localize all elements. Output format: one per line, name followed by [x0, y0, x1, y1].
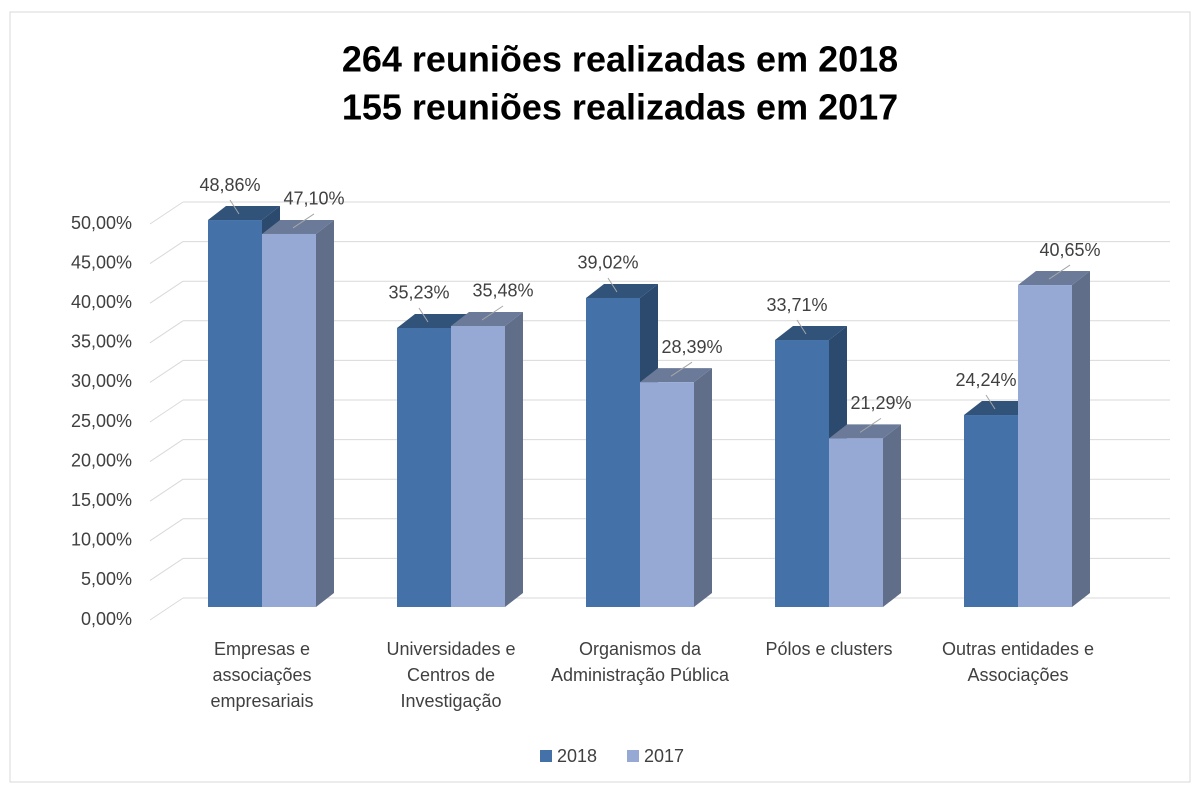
- grid-line: [149, 478, 184, 502]
- data-label: 35,23%: [388, 283, 449, 303]
- legend-swatch: [540, 750, 552, 762]
- grid-line: [149, 320, 184, 344]
- x-tick-label: Organismos da Administração Pública: [550, 639, 730, 685]
- bar-top: [397, 313, 469, 328]
- x-tick-label: Outras entidades e Associações: [941, 639, 1095, 685]
- y-tick-label: 50,00%: [71, 213, 132, 233]
- bar: [397, 327, 451, 607]
- x-tick-label: Pólos e clusters: [765, 639, 893, 659]
- grid-line: [149, 557, 184, 581]
- data-label: 48,86%: [199, 175, 260, 195]
- legend-swatch: [627, 750, 639, 762]
- y-tick-label: 15,00%: [71, 490, 132, 510]
- data-label: 39,02%: [577, 253, 638, 273]
- leader-line: [796, 319, 807, 335]
- leader-line: [985, 394, 996, 410]
- chart-title: 264 reuniões realizadas em 2018: [342, 39, 898, 80]
- x-tick-label: Universidades e Centros de Investigação: [386, 639, 516, 711]
- bar: [262, 233, 316, 607]
- bar: [586, 297, 640, 607]
- data-label: 21,29%: [850, 393, 911, 413]
- leader-line: [607, 277, 618, 293]
- bar-top: [1018, 271, 1090, 286]
- bar: [775, 340, 829, 607]
- chart-title: 155 reuniões realizadas em 2017: [342, 87, 898, 128]
- y-tick-label: 30,00%: [71, 371, 132, 391]
- bar-side: [316, 219, 334, 607]
- bar: [964, 415, 1018, 607]
- grid-line: [149, 518, 184, 542]
- grid-line: [149, 399, 184, 423]
- bar-side: [883, 424, 901, 607]
- bar-top: [586, 283, 658, 298]
- bar-side: [694, 368, 712, 607]
- grid-line: [149, 241, 184, 265]
- leader-line: [292, 213, 315, 229]
- data-label: 47,10%: [283, 189, 344, 209]
- legend-label: 2017: [644, 746, 684, 766]
- x-tick-label: Empresas e associações empresariais: [210, 639, 314, 711]
- grid-line: [149, 597, 184, 621]
- data-label: 33,71%: [766, 295, 827, 315]
- leader-line: [481, 305, 504, 321]
- bar-top: [775, 326, 847, 341]
- data-label: 35,48%: [472, 281, 533, 301]
- y-tick-label: 20,00%: [71, 450, 132, 470]
- grid-line: [149, 439, 184, 463]
- bar: [451, 325, 505, 607]
- bar-top: [451, 311, 523, 326]
- bar: [640, 382, 694, 607]
- grid-line: [149, 359, 184, 383]
- y-tick-label: 40,00%: [71, 292, 132, 312]
- data-label: 24,24%: [955, 370, 1016, 390]
- data-label: 40,65%: [1039, 240, 1100, 260]
- y-tick-label: 5,00%: [81, 569, 132, 589]
- bar-top: [208, 206, 280, 221]
- legend-label: 2018: [557, 746, 597, 766]
- y-tick-label: 0,00%: [81, 609, 132, 629]
- bar-top: [262, 219, 334, 234]
- grid-line: [149, 280, 184, 304]
- bar: [208, 220, 262, 607]
- y-tick-label: 10,00%: [71, 530, 132, 550]
- chart-border: [9, 11, 1191, 783]
- bar-top: [640, 368, 712, 383]
- data-label: 28,39%: [661, 337, 722, 357]
- leader-line: [1048, 264, 1071, 280]
- leader-line: [418, 307, 429, 323]
- bar-side: [1072, 271, 1090, 607]
- leader-line: [859, 417, 882, 433]
- bar: [829, 438, 883, 607]
- bar-top: [829, 424, 901, 439]
- grid-line: [149, 201, 184, 225]
- y-tick-label: 35,00%: [71, 332, 132, 352]
- y-tick-label: 45,00%: [71, 252, 132, 272]
- leader-line: [229, 199, 240, 215]
- bar-side: [505, 311, 523, 607]
- leader-line: [670, 361, 693, 377]
- y-tick-label: 25,00%: [71, 411, 132, 431]
- bar: [1018, 285, 1072, 607]
